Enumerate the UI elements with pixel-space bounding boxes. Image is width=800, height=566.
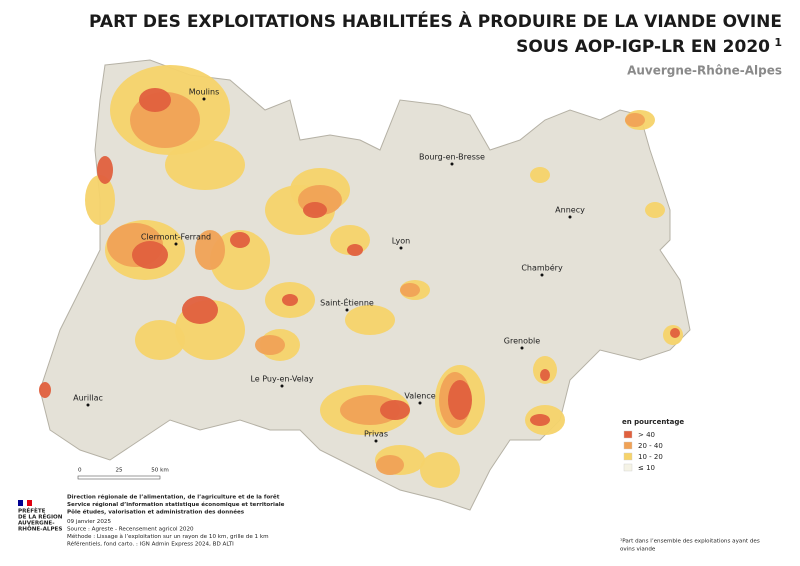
city-dot <box>345 308 349 312</box>
heat-area <box>255 335 285 355</box>
heat-area <box>345 305 395 335</box>
city-label: Valence <box>404 392 435 401</box>
city-dot <box>418 401 422 405</box>
logo-text: PRÉFÈTE <box>18 507 46 515</box>
heat-area <box>282 294 298 306</box>
heat-area <box>420 452 460 488</box>
city-label: Saint-Étienne <box>320 297 374 308</box>
heat-area <box>85 175 115 225</box>
city-label: Clermont-Ferrand <box>141 233 211 242</box>
legend-label: 20 - 40 <box>638 442 663 450</box>
footer-line: Méthode : Lissage à l’exploitation sur u… <box>67 533 269 540</box>
scale-label: 0 <box>78 468 82 474</box>
cities: Moulins Bourg-en-Bresse Annecy Clermont-Fer… <box>73 88 585 443</box>
heat-area <box>132 241 168 269</box>
heat-area <box>347 244 363 256</box>
legend: en pourcentage > 40 20 - 40 10 - 20 ≤ 10 <box>622 418 684 472</box>
legend-label: > 40 <box>638 431 655 439</box>
footer-bold-line: Direction régionale de l’alimentation, d… <box>67 494 280 501</box>
heat-area <box>210 230 270 290</box>
city-label: Annecy <box>555 206 585 215</box>
heat-area <box>195 230 225 270</box>
city-label: Aurillac <box>73 394 103 403</box>
city-dot <box>540 273 544 277</box>
city-dot <box>450 162 454 166</box>
heat-area <box>376 455 404 475</box>
heat-area <box>540 369 550 381</box>
footer-line: Source : Agreste - Recensement agricol 2… <box>67 527 194 533</box>
title-line-1: PART DES EXPLOITATIONS HABILITÉES À PROD… <box>89 10 782 32</box>
legend-swatch <box>623 452 633 461</box>
scale-label: 25 <box>115 468 123 474</box>
footer-bold-line: Service régional d’information statistiq… <box>67 501 285 508</box>
footnote: ovins viande <box>620 547 656 553</box>
footer-line: Référentiels, fond carto. : IGN Admin Ex… <box>67 541 234 548</box>
logo-flag-red <box>27 500 32 506</box>
logo-flag-blue <box>18 500 23 506</box>
city-dot <box>280 384 284 388</box>
logo-text: AUVERGNE- <box>18 521 55 527</box>
subtitle: Auvergne-Rhône-Alpes <box>627 64 782 78</box>
legend-swatch <box>623 463 633 472</box>
legend-label: 10 - 20 <box>638 453 663 461</box>
heat-area <box>670 328 680 338</box>
city-label: Chambéry <box>521 263 563 273</box>
heat-area <box>139 88 171 112</box>
city-label: Bourg-en-Bresse <box>419 153 485 162</box>
heat-area <box>39 382 51 398</box>
heat-area <box>97 156 113 184</box>
heat-areas <box>39 65 683 488</box>
city-label: Le Puy-en-Velay <box>250 375 313 384</box>
logo-text: RHÔNE-ALPES <box>18 526 62 533</box>
heat-area <box>230 232 250 248</box>
heat-area <box>303 202 327 218</box>
title-line-2: SOUS AOP-IGP-LR EN 2020 <box>516 37 770 57</box>
heat-area <box>165 140 245 190</box>
footer-line: 09 janvier 2025 <box>67 519 111 525</box>
legend-label: ≤ 10 <box>638 464 655 472</box>
logo-text: DE LA RÉGION <box>18 513 63 521</box>
heat-area <box>400 283 420 297</box>
city-dot <box>374 439 378 443</box>
scale-bar: 0 25 50 km <box>77 468 169 480</box>
scale-line <box>77 475 161 480</box>
heat-area <box>530 167 550 183</box>
heat-area <box>380 400 410 420</box>
legend-swatch <box>623 430 633 439</box>
city-label: Privas <box>364 430 388 439</box>
heat-area <box>340 395 400 425</box>
heat-area <box>135 320 185 360</box>
heat-area <box>645 202 665 218</box>
legend-swatch <box>623 441 633 450</box>
city-dot <box>399 246 403 250</box>
city-label: Grenoble <box>504 337 541 346</box>
legend-title: en pourcentage <box>622 418 684 426</box>
heat-area <box>625 113 645 127</box>
city-dot <box>520 346 524 350</box>
heat-area <box>530 414 550 426</box>
title-note: 1 <box>774 36 782 49</box>
heat-area <box>182 296 218 324</box>
city-label: Moulins <box>189 88 220 97</box>
footer-bold-line: Pôle études, valorisation et administrat… <box>67 509 245 516</box>
city-label: Lyon <box>392 237 410 246</box>
footnote: ¹Part dans l’ensemble des exploitations … <box>620 538 760 545</box>
scale-label: 50 km <box>151 468 169 474</box>
city-dot <box>86 403 90 407</box>
city-dot <box>174 242 178 246</box>
heat-area <box>448 380 472 420</box>
city-dot <box>202 97 206 101</box>
city-dot <box>568 215 572 219</box>
